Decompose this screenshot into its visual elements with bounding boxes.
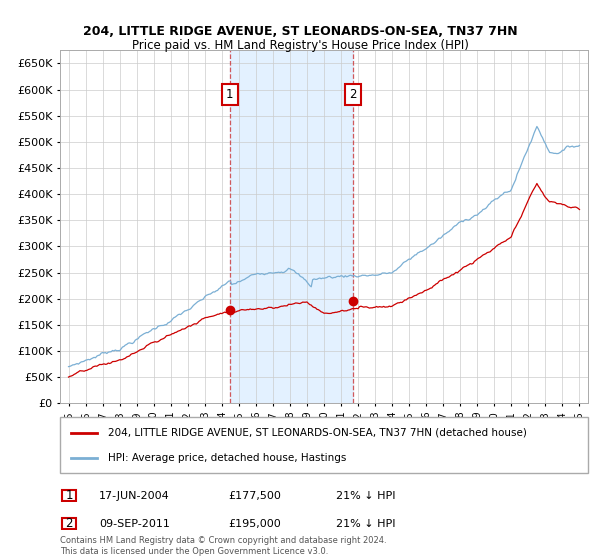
Text: 09-SEP-2011: 09-SEP-2011 (99, 519, 170, 529)
Text: 204, LITTLE RIDGE AVENUE, ST LEONARDS-ON-SEA, TN37 7HN (detached house): 204, LITTLE RIDGE AVENUE, ST LEONARDS-ON… (107, 428, 526, 438)
Text: 2: 2 (65, 517, 73, 530)
FancyBboxPatch shape (62, 489, 76, 501)
Text: 21% ↓ HPI: 21% ↓ HPI (336, 519, 395, 529)
Bar (230, 50, 353, 403)
Text: £195,000: £195,000 (228, 519, 281, 529)
FancyBboxPatch shape (62, 517, 76, 529)
FancyBboxPatch shape (60, 417, 588, 473)
Text: 1: 1 (65, 489, 73, 502)
Text: 1: 1 (226, 88, 233, 101)
Text: Price paid vs. HM Land Registry's House Price Index (HPI): Price paid vs. HM Land Registry's House … (131, 39, 469, 52)
Text: 2: 2 (349, 88, 356, 101)
Text: Contains HM Land Registry data © Crown copyright and database right 2024.
This d: Contains HM Land Registry data © Crown c… (60, 536, 386, 556)
Text: 21% ↓ HPI: 21% ↓ HPI (336, 491, 395, 501)
Text: 204, LITTLE RIDGE AVENUE, ST LEONARDS-ON-SEA, TN37 7HN: 204, LITTLE RIDGE AVENUE, ST LEONARDS-ON… (83, 25, 517, 38)
Text: HPI: Average price, detached house, Hastings: HPI: Average price, detached house, Hast… (107, 452, 346, 463)
Text: 17-JUN-2004: 17-JUN-2004 (99, 491, 170, 501)
Text: £177,500: £177,500 (228, 491, 281, 501)
